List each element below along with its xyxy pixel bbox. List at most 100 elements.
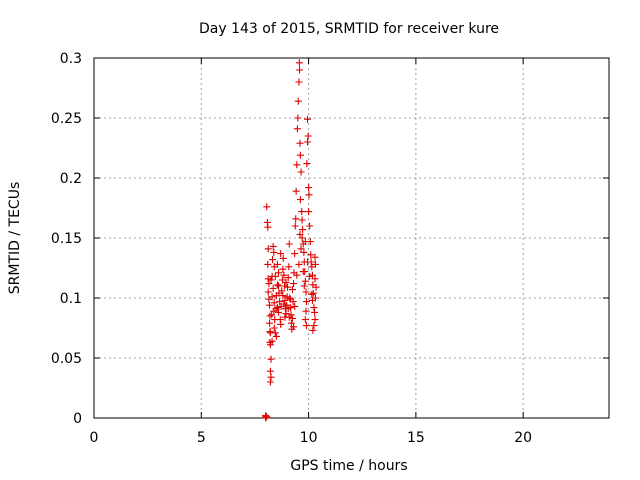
data-point xyxy=(311,260,319,268)
data-point xyxy=(266,319,274,327)
data-point xyxy=(297,245,305,253)
data-point xyxy=(298,234,306,242)
y-tick-label: 0.05 xyxy=(51,351,82,367)
data-point xyxy=(268,311,276,319)
data-point xyxy=(311,308,319,316)
data-point xyxy=(305,208,313,216)
chart-title: Day 143 of 2015, SRMTID for receiver kur… xyxy=(199,21,499,37)
y-tick-label: 0.3 xyxy=(60,51,82,67)
data-point xyxy=(267,276,275,284)
data-point xyxy=(290,323,298,331)
data-point xyxy=(302,307,310,315)
data-point xyxy=(280,271,288,279)
data-point xyxy=(284,274,292,282)
data-point xyxy=(281,282,289,290)
x-axis-label: GPS time / hours xyxy=(290,458,407,474)
data-point xyxy=(309,326,317,334)
x-tick-label: 10 xyxy=(300,430,318,446)
data-point xyxy=(309,289,317,297)
x-tick-label: 20 xyxy=(514,430,532,446)
data-point xyxy=(273,304,281,312)
data-point xyxy=(304,132,312,140)
data-point xyxy=(299,226,307,234)
data-point xyxy=(293,161,301,169)
data-point xyxy=(269,242,277,250)
data-point xyxy=(311,316,319,324)
data-point xyxy=(270,299,278,307)
data-point xyxy=(295,78,303,86)
data-point xyxy=(275,308,283,316)
data-point xyxy=(292,187,300,195)
data-point xyxy=(295,59,303,67)
data-point xyxy=(271,272,279,280)
data-point xyxy=(305,184,313,192)
data-point xyxy=(295,260,303,268)
data-point xyxy=(280,300,288,308)
data-point xyxy=(311,275,319,283)
data-point xyxy=(299,268,307,276)
data-point xyxy=(302,322,310,330)
data-point xyxy=(264,223,272,231)
x-tick-label: 5 xyxy=(197,430,206,446)
data-point xyxy=(276,298,284,306)
data-point xyxy=(264,288,272,296)
data-point xyxy=(301,316,309,324)
data-point xyxy=(284,305,292,313)
data-point xyxy=(285,240,293,248)
data-point xyxy=(272,305,280,313)
data-point xyxy=(282,310,290,318)
data-point xyxy=(301,238,309,246)
data-point xyxy=(273,260,281,268)
data-point xyxy=(269,284,277,292)
y-axis-label: SRMTID / TECUs xyxy=(7,182,23,295)
data-point xyxy=(304,258,312,266)
data-point xyxy=(275,282,283,290)
data-point xyxy=(284,283,292,291)
data-point xyxy=(310,304,318,312)
y-tick-label: 0 xyxy=(73,411,82,427)
data-point xyxy=(268,293,276,301)
data-point xyxy=(279,292,287,300)
data-point xyxy=(290,280,298,288)
data-point xyxy=(300,282,308,290)
data-point xyxy=(266,301,274,309)
y-tick-label: 0.2 xyxy=(60,171,82,187)
data-point xyxy=(308,290,316,298)
data-point xyxy=(291,250,299,258)
data-point xyxy=(282,278,290,286)
data-point xyxy=(294,114,302,122)
data-point xyxy=(271,329,279,337)
data-point xyxy=(296,230,304,238)
data-point xyxy=(311,253,319,261)
data-point xyxy=(306,272,314,280)
plot-frame xyxy=(93,57,610,419)
data-point xyxy=(266,341,274,349)
data-point xyxy=(281,296,289,304)
data-point xyxy=(270,248,278,256)
data-point xyxy=(304,115,312,123)
data-point xyxy=(296,139,304,147)
data-point xyxy=(266,312,274,320)
data-point xyxy=(303,160,311,168)
data-point xyxy=(263,203,271,211)
data-point xyxy=(286,294,294,302)
data-point xyxy=(288,314,296,322)
data-point xyxy=(293,271,301,279)
data-point xyxy=(273,281,281,289)
data-point xyxy=(306,222,314,230)
data-point xyxy=(291,222,299,230)
x-tick-label: 0 xyxy=(90,430,99,446)
data-point xyxy=(298,208,306,216)
data-point xyxy=(294,97,302,105)
y-tick-label: 0.1 xyxy=(60,291,82,307)
data-point xyxy=(296,151,304,159)
data-point xyxy=(266,378,274,386)
data-point xyxy=(298,216,306,224)
data-point xyxy=(264,245,272,253)
data-point xyxy=(277,250,285,258)
data-point xyxy=(270,324,278,332)
data-point xyxy=(262,412,270,420)
data-point xyxy=(296,66,304,74)
data-point xyxy=(292,215,300,223)
data-point xyxy=(300,248,308,256)
